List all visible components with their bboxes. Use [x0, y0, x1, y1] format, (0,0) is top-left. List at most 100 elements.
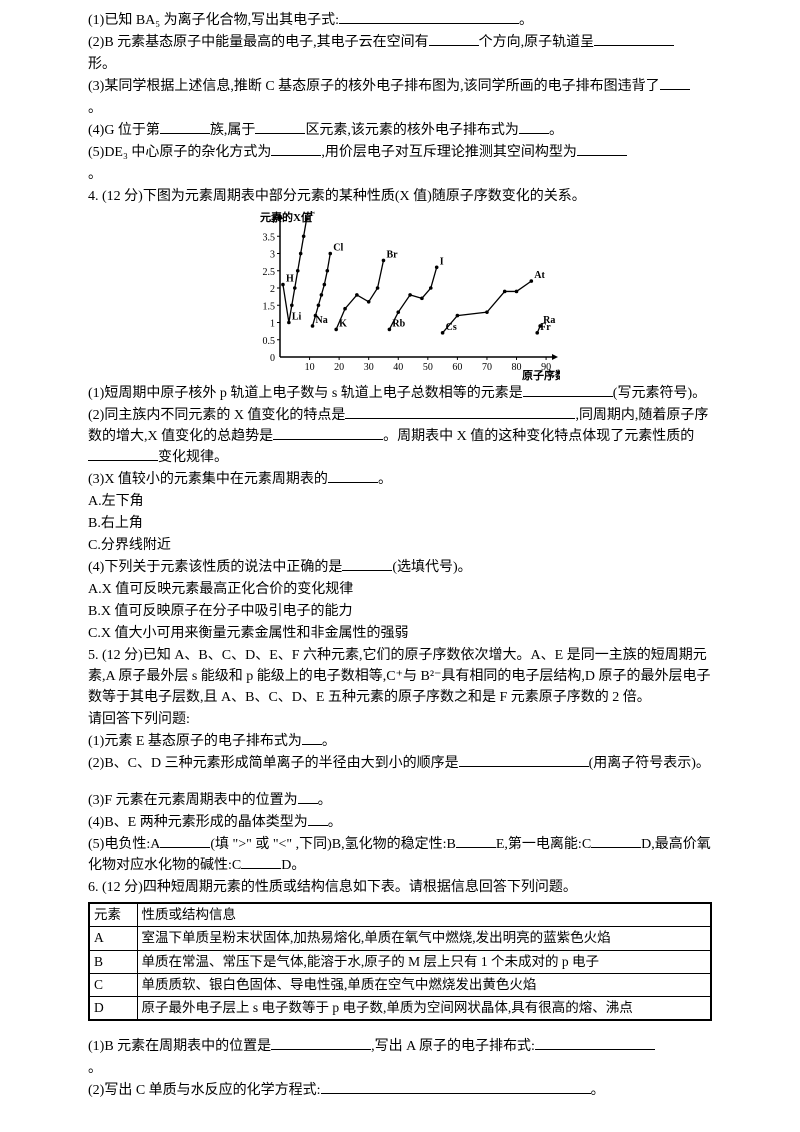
text: (4)B、E 两种元素形成的晶体类型为	[88, 815, 308, 830]
blank[interactable]	[594, 32, 674, 46]
blank[interactable]	[660, 76, 690, 90]
blank[interactable]	[302, 731, 322, 745]
q5: (5)DE₃ 中心原子的杂化方式为,用价层电子对互斥理论推测其空间构型为	[88, 142, 712, 163]
table-row: A室温下单质呈粉末状固体,加热易熔化,单质在氧气中燃烧,发出明亮的蓝紫色火焰	[89, 927, 711, 950]
blank[interactable]	[160, 120, 210, 134]
svg-text:20: 20	[334, 362, 344, 373]
text: 个方向,原子轨道呈	[479, 35, 595, 50]
blank[interactable]	[535, 1036, 655, 1050]
text: 请回答下列问题:	[88, 712, 190, 727]
blank[interactable]	[342, 557, 392, 571]
s6q1-end: 。	[88, 1058, 712, 1079]
svg-text:K: K	[339, 318, 347, 329]
q1: (1)已知 BA₅ 为离子化合物,写出其电子式: 。	[88, 10, 712, 31]
text: B.X 值可反映原子在分子中吸引电子的能力	[88, 604, 352, 619]
text: C.分界线附近	[88, 538, 171, 553]
table-row: D原子最外电子层上 s 电子数等于 p 电子数,单质为空间网状晶体,具有很高的熔…	[89, 997, 711, 1021]
svg-text:50: 50	[423, 362, 433, 373]
text: 。	[88, 1061, 102, 1076]
text: 。	[322, 734, 336, 749]
text: (1)已知 BA₅ 为离子化合物,写出其电子式:	[88, 13, 339, 28]
text: D。	[281, 858, 305, 873]
text: (2)B、C、D 三种元素形成简单离子的半径由大到小的顺序是	[88, 756, 459, 771]
text: ,用价层电子对互斥理论推测其空间构型为	[321, 145, 577, 160]
text: 形。	[88, 57, 116, 72]
blank[interactable]	[308, 812, 328, 826]
text: A.左下角	[88, 494, 144, 509]
svg-text:10: 10	[305, 362, 315, 373]
s4q1: (1)短周期中原子核外 p 轨道上电子数与 s 轨道上电子总数相等的元素是 (写元…	[88, 383, 712, 404]
blank[interactable]	[523, 383, 613, 397]
blank[interactable]	[429, 32, 479, 46]
blank[interactable]	[241, 855, 281, 869]
q4: (4)G 位于第族,属于区元素,该元素的核外电子排布式为。	[88, 120, 712, 141]
option-a: A.左下角	[88, 491, 712, 512]
blank[interactable]	[328, 469, 378, 483]
svg-text:Cs: Cs	[446, 322, 457, 333]
text: 4. (12 分)下图为元素周期表中部分元素的某种性质(X 值)随原子序数变化的…	[88, 189, 586, 204]
text: 5. (12 分)已知 A、B、C、D、E、F 六种元素,它们的原子序数依次增大…	[88, 648, 711, 705]
text: 6. (12 分)四种短周期元素的性质或结构信息如下表。请根据信息回答下列问题。	[88, 880, 577, 895]
svg-text:原子序数: 原子序数	[522, 368, 560, 381]
blank[interactable]	[577, 142, 627, 156]
text: (选填代号)。	[392, 560, 471, 575]
s4q2: (2)同主族内不同元素的 X 值变化的特点是,同周期内,随着原子序数的增大,X …	[88, 405, 712, 468]
s6q1: (1)B 元素在周期表中的位置是,写出 A 原子的电子排布式:	[88, 1036, 712, 1057]
text: E,第一电离能:C	[496, 837, 591, 852]
svg-text:At: At	[534, 270, 545, 281]
cell: D	[89, 997, 137, 1021]
s5q3: (3)F 元素在元素周期表中的位置为。	[88, 790, 712, 811]
svg-text:0.5: 0.5	[263, 336, 276, 347]
svg-text:2: 2	[270, 284, 275, 295]
element-info-table: 元素性质或结构信息 A室温下单质呈粉末状固体,加热易熔化,单质在氧气中燃烧,发出…	[88, 902, 712, 1021]
blank[interactable]	[271, 142, 321, 156]
q3-end: 。	[88, 98, 712, 119]
text: (4)下列关于元素该性质的说法中正确的是	[88, 560, 342, 575]
svg-text:60: 60	[452, 362, 462, 373]
blank[interactable]	[321, 1080, 591, 1094]
q2-cont: 形。	[88, 54, 712, 75]
text: B.右上角	[88, 516, 143, 531]
s6q2: (2)写出 C 单质与水反应的化学方程式: 。	[88, 1080, 712, 1101]
text: 。	[318, 793, 332, 808]
table-row: B单质在常温、常压下是气体,能溶于水,原子的 M 层上只有 1 个未成对的 p …	[89, 950, 711, 973]
text: (写元素符号)。	[613, 386, 706, 401]
s5q5: (5)电负性:A(填 ">" 或 "<" ,下同)B,氢化物的稳定性:BE,第一…	[88, 834, 712, 876]
svg-text:30: 30	[364, 362, 374, 373]
spacer	[88, 1025, 712, 1035]
text: 。	[591, 1083, 605, 1098]
sec4-title: 4. (12 分)下图为元素周期表中部分元素的某种性质(X 值)随原子序数变化的…	[88, 186, 712, 207]
text: C.X 值大小可用来衡量元素金属性和非金属性的强弱	[88, 626, 408, 641]
text: (3)某同学根据上述信息,推断 C 基态原子的核外电子排布图为,该同学所画的电子…	[88, 79, 660, 94]
blank[interactable]	[456, 834, 496, 848]
svg-text:Br: Br	[386, 249, 398, 260]
blank[interactable]	[591, 834, 641, 848]
blank[interactable]	[88, 447, 158, 461]
blank[interactable]	[255, 120, 305, 134]
q2: (2)B 元素基态原子中能量最高的电子,其电子云在空间有个方向,原子轨道呈	[88, 32, 712, 53]
cell: A	[89, 927, 137, 950]
cell: B	[89, 950, 137, 973]
blank[interactable]	[345, 405, 575, 419]
blank[interactable]	[160, 834, 210, 848]
blank[interactable]	[339, 10, 519, 24]
text: 。	[88, 167, 102, 182]
blank[interactable]	[459, 753, 589, 767]
cell: 性质或结构信息	[137, 903, 711, 927]
text: 族,属于	[210, 123, 256, 138]
text: (1)短周期中原子核外 p 轨道上电子数与 s 轨道上电子总数相等的元素是	[88, 386, 523, 401]
option-4c: C.X 值大小可用来衡量元素金属性和非金属性的强弱	[88, 623, 712, 644]
blank[interactable]	[298, 790, 318, 804]
text: 。	[549, 123, 563, 138]
text: (1)B 元素在周期表中的位置是	[88, 1039, 271, 1054]
svg-text:H: H	[286, 274, 294, 285]
text: (5)电负性:A	[88, 837, 160, 852]
blank[interactable]	[273, 426, 383, 440]
blank[interactable]	[271, 1036, 371, 1050]
blank[interactable]	[519, 120, 549, 134]
text: 变化规律。	[158, 450, 228, 465]
svg-text:3.5: 3.5	[263, 232, 276, 243]
text: (2)写出 C 单质与水反应的化学方程式:	[88, 1083, 321, 1098]
text: 。	[519, 13, 533, 28]
table-row: C单质质软、银白色固体、导电性强,单质在空气中燃烧发出黄色火焰	[89, 973, 711, 996]
